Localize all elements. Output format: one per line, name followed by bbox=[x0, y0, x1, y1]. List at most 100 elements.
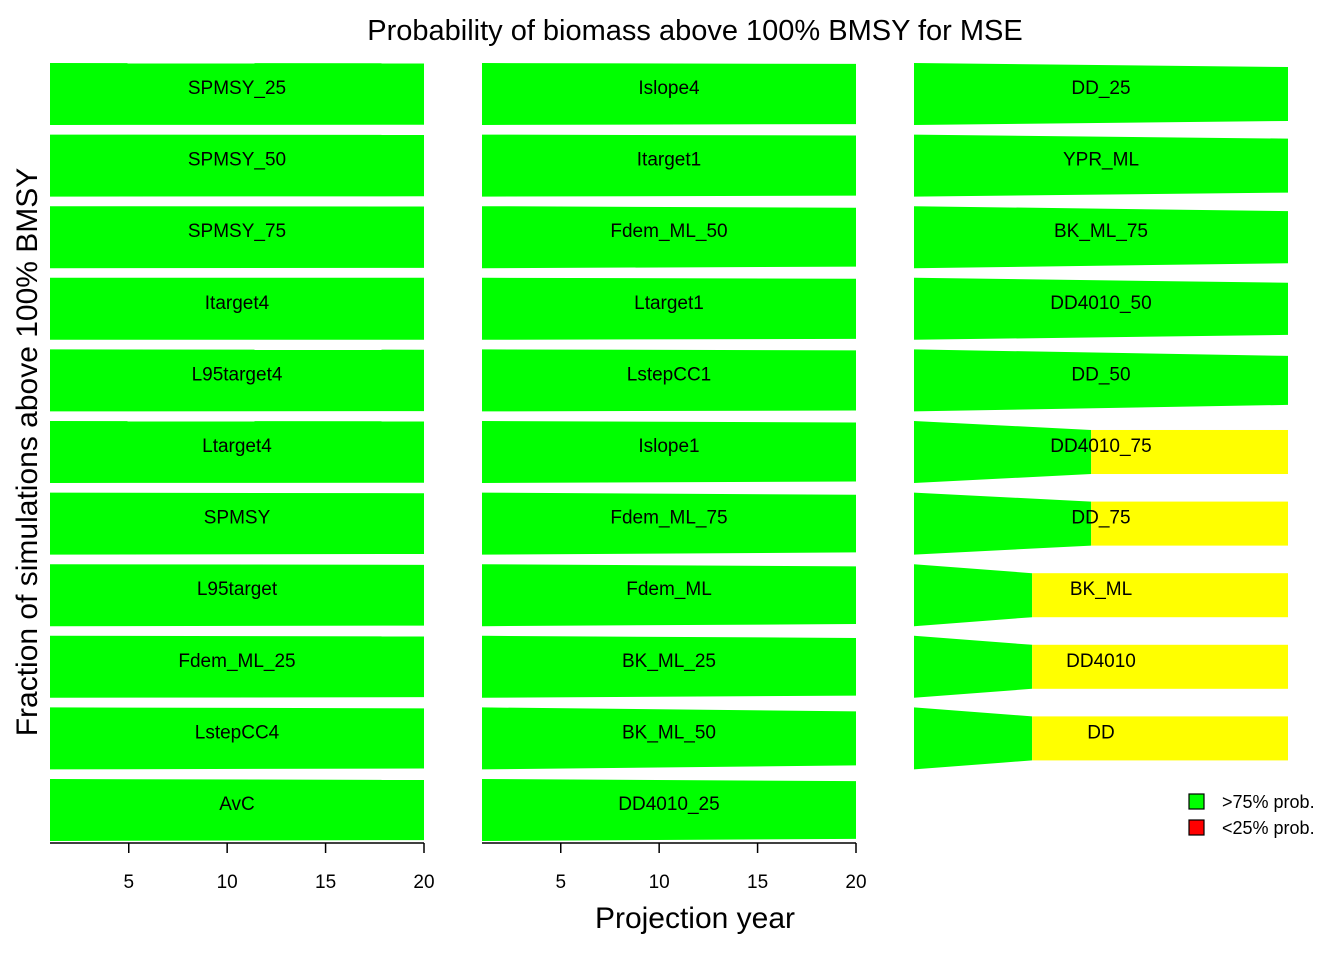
area-SPMSY_50 bbox=[50, 134, 424, 197]
panel-label-SPMSY_25: SPMSY_25 bbox=[188, 78, 286, 99]
panel-LstepCC1: LstepCC1 bbox=[482, 349, 856, 412]
area-LstepCC1 bbox=[482, 349, 856, 412]
panel-Itarget1: Itarget1 bbox=[482, 134, 856, 197]
area-L95target4 bbox=[50, 349, 424, 412]
area-high-BK_ML bbox=[914, 564, 1033, 627]
panel-Islope1: Islope1 bbox=[482, 421, 856, 483]
area-Islope1 bbox=[482, 421, 856, 483]
legend-entry: <25% prob. bbox=[1188, 818, 1315, 838]
legend-swatch bbox=[1188, 793, 1205, 810]
panel-label-BK_ML_25: BK_ML_25 bbox=[622, 651, 716, 672]
area-mid-DD bbox=[1032, 716, 1288, 761]
x-axis-col-2: 5 10 15 20 bbox=[482, 842, 867, 893]
legend-entry: >75% prob. bbox=[1188, 792, 1315, 812]
chart-title: Probability of biomass above 100% BMSY f… bbox=[367, 15, 1023, 47]
panel-label-Fdem_ML_25: Fdem_ML_25 bbox=[178, 651, 295, 672]
panel-label-SPMSY: SPMSY bbox=[204, 508, 271, 529]
panel-label-LstepCC1: LstepCC1 bbox=[627, 364, 712, 385]
panel-label-Islope1: Islope1 bbox=[638, 436, 699, 457]
area-DD_25 bbox=[914, 63, 1288, 125]
panel-label-BK_ML_75: BK_ML_75 bbox=[1054, 221, 1148, 242]
legend-label: >75% prob. bbox=[1222, 792, 1315, 812]
panel-L95target: L95target bbox=[50, 564, 424, 627]
area-BK_ML_75 bbox=[914, 206, 1288, 269]
panel-SPMSY_50: SPMSY_50 bbox=[50, 134, 424, 197]
x-tick-label: 10 bbox=[217, 872, 238, 893]
area-mid-DD4010_75 bbox=[1091, 429, 1288, 475]
area-high-DD_75 bbox=[914, 492, 1092, 555]
panel-label-Fdem_ML_50: Fdem_ML_50 bbox=[610, 221, 727, 242]
panel-BK_ML_25: BK_ML_25 bbox=[482, 635, 856, 698]
panel-label-L95target: L95target bbox=[197, 579, 278, 600]
x-tick-label: 5 bbox=[123, 872, 134, 893]
area-Islope4 bbox=[482, 63, 856, 125]
area-Ltarget1 bbox=[482, 277, 856, 340]
area-DD_50 bbox=[914, 349, 1288, 412]
area-AvC bbox=[50, 779, 424, 841]
panel-label-Itarget4: Itarget4 bbox=[205, 293, 270, 314]
panel-SPMSY: SPMSY bbox=[50, 492, 424, 555]
x-tick-label: 20 bbox=[413, 872, 434, 893]
x-tick-label: 15 bbox=[747, 872, 768, 893]
legend-label: <25% prob. bbox=[1222, 818, 1315, 838]
area-BK_ML_50 bbox=[482, 707, 856, 770]
area-mid-DD_75 bbox=[1091, 501, 1288, 546]
panel-DD_25: DD_25 bbox=[914, 63, 1288, 125]
panel-DD4010_25: DD4010_25 bbox=[482, 779, 856, 841]
panel-label-Ltarget4: Ltarget4 bbox=[202, 436, 272, 457]
panel-label-YPR_ML: YPR_ML bbox=[1063, 150, 1139, 171]
area-BK_ML_25 bbox=[482, 635, 856, 698]
area-high-DD4010_75 bbox=[914, 421, 1092, 483]
panel-BK_ML_50: BK_ML_50 bbox=[482, 707, 856, 770]
panel-label-DD_25: DD_25 bbox=[1071, 78, 1130, 99]
panel-label-DD4010_75: DD4010_75 bbox=[1050, 436, 1151, 457]
panel-Itarget4: Itarget4 bbox=[50, 277, 424, 340]
panel-SPMSY_25: SPMSY_25 bbox=[50, 63, 424, 125]
panel-Ltarget4: Ltarget4 bbox=[50, 421, 424, 483]
panel-label-Islope4: Islope4 bbox=[638, 78, 700, 99]
x-axes: 5 10 15 20 5 10 15 20 bbox=[50, 842, 867, 893]
panel-label-Fdem_ML_75: Fdem_ML_75 bbox=[610, 508, 727, 529]
area-L95target bbox=[50, 564, 424, 627]
area-Itarget1 bbox=[482, 134, 856, 197]
panel-label-L95target4: L95target4 bbox=[192, 364, 283, 385]
panel-label-DD_50: DD_50 bbox=[1071, 364, 1130, 385]
area-Fdem_ML_75 bbox=[482, 492, 856, 555]
y-axis-title: Fraction of simulations above 100% BMSY bbox=[11, 168, 44, 737]
panel-label-SPMSY_75: SPMSY_75 bbox=[188, 221, 286, 242]
panel-DD_75: DD_75 bbox=[914, 492, 1288, 555]
area-SPMSY_25 bbox=[50, 63, 424, 125]
area-Fdem_ML_50 bbox=[482, 206, 856, 269]
area-mid-BK_ML bbox=[1032, 573, 1288, 618]
panel-Islope4: Islope4 bbox=[482, 63, 856, 125]
panel-label-Fdem_ML: Fdem_ML bbox=[626, 579, 712, 600]
x-axis-title: Projection year bbox=[595, 902, 795, 935]
panel-DD4010_75: DD4010_75 bbox=[914, 421, 1288, 483]
area-Fdem_ML_25 bbox=[50, 635, 424, 698]
panel-label-BK_ML: BK_ML bbox=[1070, 579, 1132, 600]
panel-label-Ltarget1: Ltarget1 bbox=[634, 293, 704, 314]
area-Ltarget4 bbox=[50, 421, 424, 483]
panel-label-DD4010_50: DD4010_50 bbox=[1050, 293, 1151, 314]
panel-label-SPMSY_50: SPMSY_50 bbox=[188, 150, 286, 171]
area-DD4010_25 bbox=[482, 779, 856, 841]
panel-L95target4: L95target4 bbox=[50, 349, 424, 412]
legend-swatch bbox=[1188, 819, 1205, 836]
panel-Fdem_ML_75: Fdem_ML_75 bbox=[482, 492, 856, 555]
panel-Fdem_ML_50: Fdem_ML_50 bbox=[482, 206, 856, 269]
x-tick-label: 5 bbox=[555, 872, 566, 893]
x-tick-label: 20 bbox=[845, 872, 866, 893]
panel-BK_ML_75: BK_ML_75 bbox=[914, 206, 1288, 269]
area-DD4010_50 bbox=[914, 277, 1288, 340]
legend: >75% prob. <25% prob. bbox=[1188, 792, 1315, 838]
panel-Fdem_ML_25: Fdem_ML_25 bbox=[50, 635, 424, 698]
panel-BK_ML: BK_ML bbox=[914, 564, 1288, 627]
panel-label-AvC: AvC bbox=[219, 794, 255, 815]
panel-DD4010: DD4010 bbox=[914, 635, 1288, 698]
panel-Fdem_ML: Fdem_ML bbox=[482, 564, 856, 627]
panel-label-BK_ML_50: BK_ML_50 bbox=[622, 722, 716, 743]
area-Fdem_ML bbox=[482, 564, 856, 627]
area-SPMSY bbox=[50, 492, 424, 555]
panel-Ltarget1: Ltarget1 bbox=[482, 277, 856, 340]
panel-DD4010_50: DD4010_50 bbox=[914, 277, 1288, 340]
